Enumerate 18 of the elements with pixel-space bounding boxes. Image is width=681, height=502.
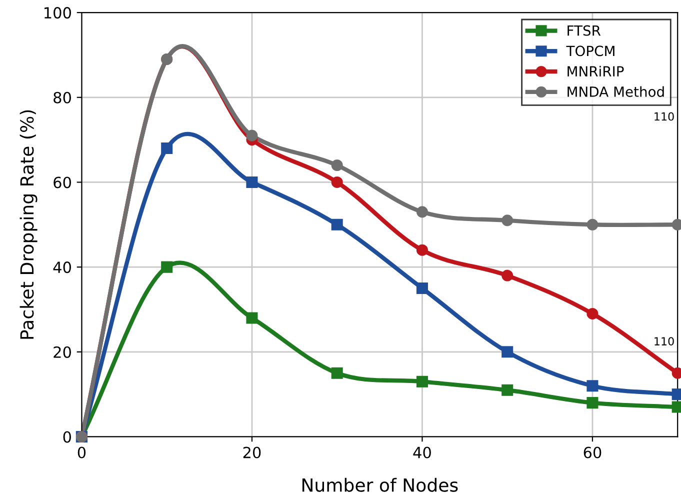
legend-label: TOPCM [566,46,614,56]
y-tick-label: 0 [63,431,71,443]
legend-label: MNDA Method [568,86,664,97]
x-tick-label: 40 [413,446,431,458]
annotation: 110 [654,112,674,121]
x-axis-title: Number of Nodes [302,478,458,492]
y-tick-label: 80 [54,92,71,104]
x-tick-label: 20 [243,446,261,458]
legend-label: FTSR [568,25,601,36]
x-tick-label: 0 [78,446,86,458]
legend-label: MNRiRIP [568,66,624,76]
y-tick-label: 40 [53,262,71,274]
y-tick-label: 100 [44,7,71,19]
x-tick-label: 60 [584,446,602,458]
annotation: 110 [654,337,674,346]
y-tick-label: 20 [54,346,71,358]
y-tick-label: 60 [54,176,71,188]
y-axis-title: Packet Dropping Rate (%) [20,110,38,339]
